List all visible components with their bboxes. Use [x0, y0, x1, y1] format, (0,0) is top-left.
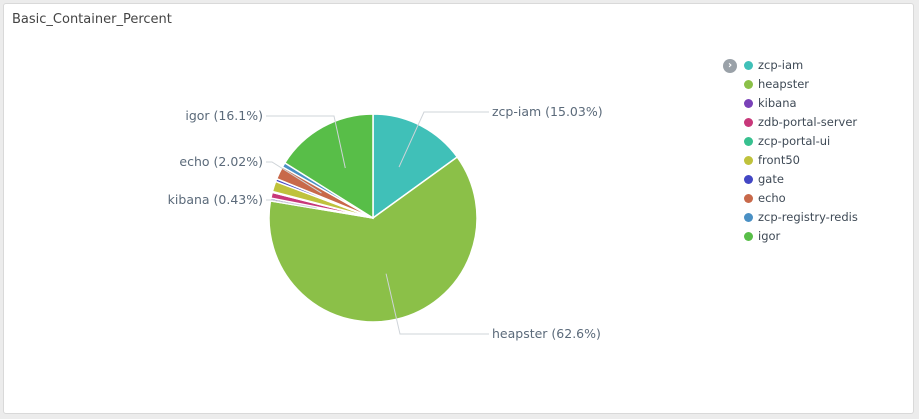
legend-label: echo [758, 191, 786, 205]
legend-swatch [744, 213, 753, 222]
leader-line-heapster [385, 273, 489, 335]
leader-line-kibana [266, 199, 317, 209]
leader-line-echo [266, 161, 322, 194]
label-leader-lines [266, 111, 489, 335]
legend-label: zcp-registry-redis [758, 210, 858, 224]
legend-label: kibana [758, 96, 797, 110]
chevron-right-icon[interactable]: › [723, 59, 737, 73]
legend-swatch [744, 137, 753, 146]
legend-label: zcp-portal-ui [758, 134, 831, 148]
pie-chart: zcp-iam (15.03%) heapster (62.6%) kibana (… [168, 104, 603, 341]
legend-item-kibana[interactable]: kibana [744, 94, 858, 113]
legend-item-zcp-portal-ui[interactable]: zcp-portal-ui [744, 132, 858, 151]
legend-swatch [744, 80, 753, 89]
legend-item-gate[interactable]: gate [744, 170, 858, 189]
legend-swatch [744, 232, 753, 241]
legend-swatch [744, 194, 753, 203]
leader-line-zcp-iam [398, 111, 489, 168]
pie-slices [268, 113, 478, 323]
legend-swatch [744, 61, 753, 70]
chart-panel: Basic_Container_Percent zcp-iam (15.03%)… [3, 3, 914, 414]
legend-label: zcp-iam [758, 58, 804, 72]
panel-title: Basic_Container_Percent [12, 12, 172, 27]
legend-label: igor [758, 229, 781, 243]
legend-label: heapster [758, 77, 810, 91]
legend-swatch [744, 175, 753, 184]
slice-label-heapster: heapster (62.6%) [492, 326, 601, 341]
legend-swatch [744, 156, 753, 165]
legend-label: front50 [758, 153, 800, 167]
legend-item-igor[interactable]: igor [744, 227, 858, 246]
pie-slice-igor[interactable] [283, 113, 374, 220]
legend-item-heapster[interactable]: heapster [744, 75, 858, 94]
slice-label-igor: igor (16.1%) [185, 108, 263, 123]
slice-labels: zcp-iam (15.03%) heapster (62.6%) kibana (… [168, 104, 603, 341]
legend-label: gate [758, 172, 784, 186]
legend-item-echo[interactable]: echo [744, 189, 858, 208]
slice-label-kibana: kibana (0.43%) [168, 192, 263, 207]
legend-item-front50[interactable]: front50 [744, 151, 858, 170]
slice-label-zcp-iam: zcp-iam (15.03%) [492, 104, 603, 119]
slice-label-echo: echo (2.02%) [179, 154, 263, 169]
legend-item-zcp-iam[interactable]: zcp-iam [744, 56, 858, 75]
legend-swatch [744, 118, 753, 127]
legend-item-zdb-portal-server[interactable]: zdb-portal-server [744, 113, 858, 132]
chart-legend: zcp-iam heapster kibana zdb-portal-server zc… [744, 56, 858, 246]
leader-line-igor [266, 115, 346, 169]
legend-item-zcp-registry-redis[interactable]: zcp-registry-redis [744, 208, 858, 227]
legend-swatch [744, 99, 753, 108]
legend-label: zdb-portal-server [758, 115, 858, 129]
pie-slice-zcp-iam[interactable] [372, 113, 459, 220]
